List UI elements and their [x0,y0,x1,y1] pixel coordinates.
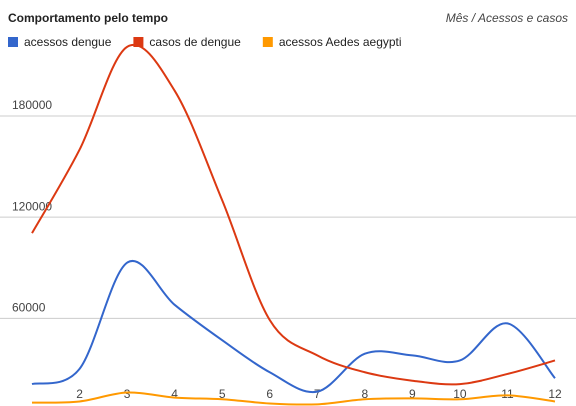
x-tick-label: 9 [409,387,416,401]
legend-swatch [133,37,144,47]
series-line [31,391,556,406]
x-tick-label: 5 [219,387,226,401]
series-line [31,259,556,394]
x-tick-label: 4 [171,387,178,401]
x-tick-label: 3 [124,387,131,401]
x-tick-label: 11 [501,387,514,401]
x-tick-label: 2 [76,387,83,401]
x-tick-label: 6 [266,387,273,401]
chart-title: Comportamento pelo tempo [8,11,168,25]
y-tick-label: 180000 [12,98,52,112]
y-tick-label: 60000 [12,300,46,314]
x-tick-label: 12 [548,387,562,401]
legend-swatch [8,37,18,47]
x-tick-label: 10 [453,387,467,401]
legend-label: acessos dengue [24,35,112,49]
series-line [31,44,556,386]
legend-label: acessos Aedes aegypti [279,35,402,49]
chart-subtitle: Mês / Acessos e casos [446,11,568,25]
y-tick-label: 120000 [12,199,52,213]
legend-label: casos de dengue [149,35,241,49]
x-tick-label: 7 [314,387,321,401]
x-tick-label: 8 [361,387,368,401]
legend-swatch [262,37,273,47]
